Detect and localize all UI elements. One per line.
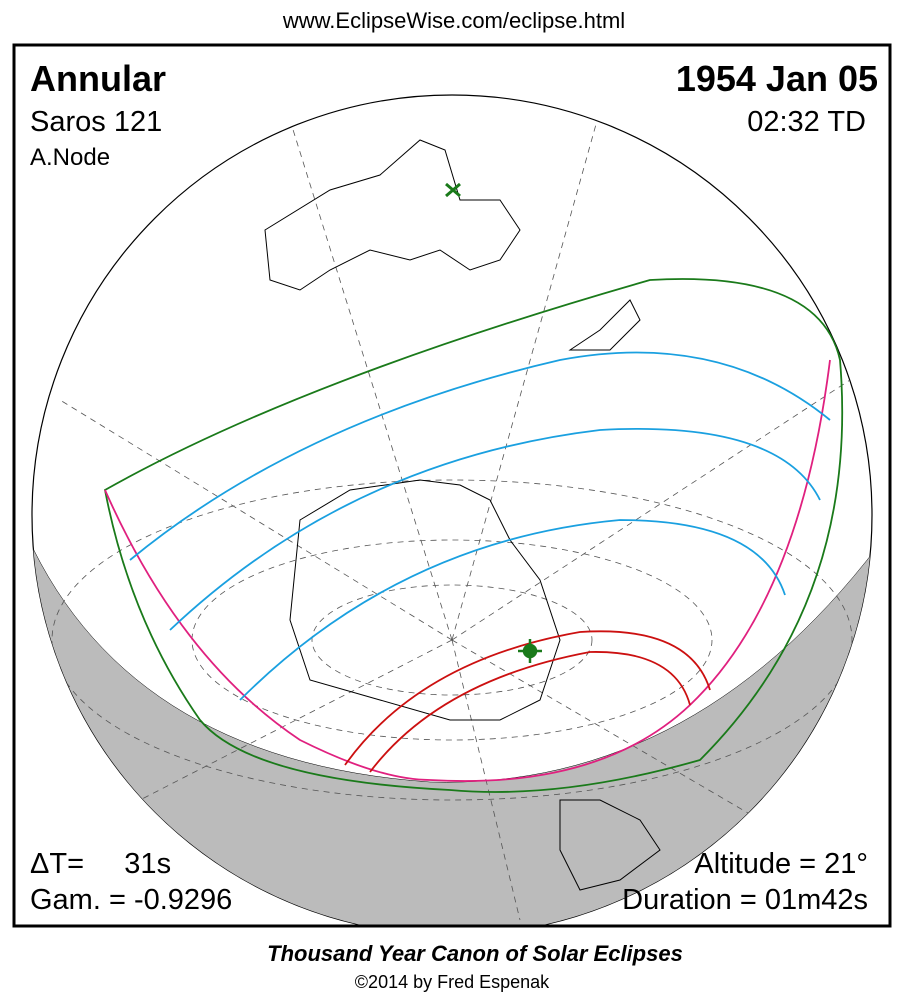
- delta-t: ΔT= 31s: [30, 848, 171, 880]
- credit: ©2014 by Fred Espenak: [355, 972, 550, 992]
- greatest-eclipse-marker: [518, 639, 542, 663]
- duration: Duration = 01m42s: [622, 884, 868, 916]
- gamma: Gam. = -0.9296: [30, 884, 232, 916]
- footer-title: Thousand Year Canon of Solar Eclipses: [267, 941, 683, 966]
- url: www.EclipseWise.com/eclipse.html: [282, 8, 625, 33]
- eclipse-paths: [103, 278, 844, 793]
- globe: [31, 94, 873, 925]
- date: 1954 Jan 05: [676, 58, 878, 99]
- subsolar-marker: [445, 182, 461, 198]
- coastlines: [264, 139, 661, 891]
- night-shadow: [32, 519, 872, 925]
- node: A.Node: [30, 144, 110, 171]
- saros: Saros 121: [30, 106, 162, 138]
- frame: [12, 43, 892, 928]
- eclipse-type: Annular: [30, 58, 166, 99]
- time: 02:32 TD: [747, 106, 866, 138]
- altitude: Altitude = 21°: [694, 848, 868, 880]
